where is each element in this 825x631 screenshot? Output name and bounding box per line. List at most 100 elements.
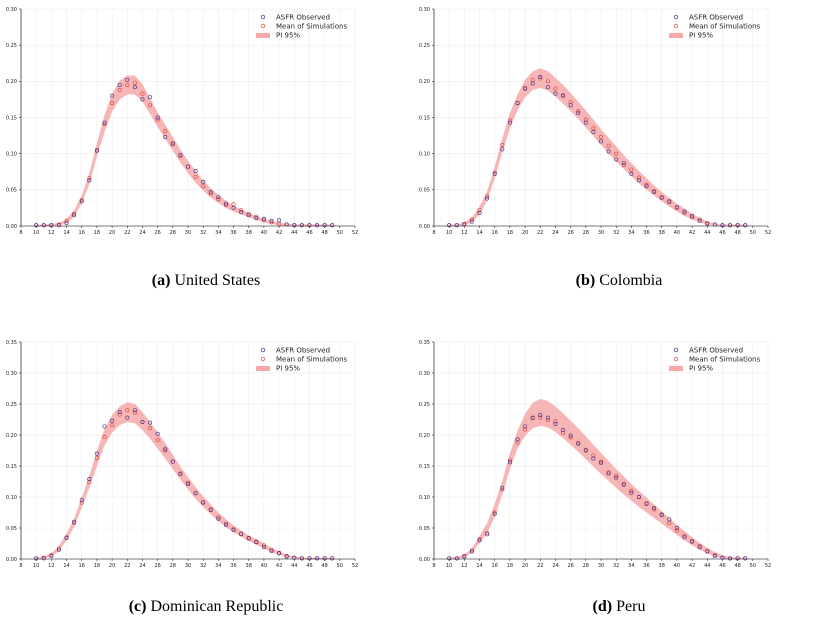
x-tick-label: 48	[321, 230, 327, 236]
x-tick-label: 28	[583, 230, 589, 236]
caption-a-title: United States	[174, 272, 261, 289]
observed-point	[322, 556, 327, 561]
x-tick-label: 52	[765, 563, 771, 569]
x-tick-label: 30	[598, 563, 604, 569]
x-tick-label: 26	[567, 230, 573, 236]
observed-point	[269, 218, 274, 223]
caption-c-title: Dominican Republic	[150, 598, 284, 615]
simulated-point	[485, 530, 490, 535]
caption-a: (a) United States	[0, 272, 412, 290]
observed-point	[454, 556, 459, 561]
observed-point	[644, 501, 649, 506]
x-tick-label: 18	[507, 563, 513, 569]
y-tick-label: 0.15	[6, 464, 17, 470]
caption-d-title: Peru	[616, 598, 646, 615]
y-tick-label: 0.25	[6, 43, 17, 49]
observed-point	[652, 190, 657, 195]
simulated-point	[132, 410, 137, 415]
simulated-point	[269, 220, 274, 225]
x-tick-label: 36	[230, 230, 236, 236]
x-tick-label: 12	[461, 563, 467, 569]
observed-point	[728, 556, 733, 561]
chart-c: 8 10 12 14 16 18 20 22 24 26 28 30 32 34 36 38 40 42 44 46 4…	[6, 340, 358, 569]
y-tick-label: 0.00	[419, 224, 430, 230]
simulated-point	[102, 434, 107, 439]
observed-point	[87, 477, 92, 482]
simulated-point	[591, 453, 596, 458]
observed-point	[690, 539, 695, 544]
legend-observed-marker	[673, 14, 679, 20]
x-tick-label: 40	[261, 230, 267, 236]
x-tick-label: 42	[689, 230, 695, 236]
observed-point	[140, 97, 145, 102]
simulated-point	[261, 543, 266, 548]
x-tick-label: 42	[276, 563, 282, 569]
x-tick-label: 14	[476, 563, 482, 569]
observed-point	[636, 495, 641, 500]
observed-point	[117, 82, 122, 87]
legend-label: Mean of Simulations	[689, 22, 761, 30]
x-tick-label: 10	[33, 230, 39, 236]
observed-point	[712, 553, 717, 558]
simulated-point	[599, 459, 604, 464]
simulated-point	[469, 548, 474, 553]
x-tick-label: 8	[432, 230, 435, 236]
simulated-point	[269, 547, 274, 552]
simulated-point	[254, 214, 259, 219]
observed-point	[568, 103, 573, 108]
caption-c-label: (c)	[128, 598, 147, 615]
x-tick-label: 8	[19, 563, 22, 569]
legend-label: PI 95%	[689, 31, 713, 39]
legend-band-swatch	[256, 366, 270, 371]
observed-point	[576, 441, 581, 446]
x-tick-label: 40	[674, 563, 680, 569]
observed-point	[492, 171, 497, 176]
observed-point	[690, 213, 695, 218]
x-tick-label: 30	[598, 230, 604, 236]
simulated-point	[223, 521, 228, 526]
observed-point	[315, 556, 320, 561]
grid	[20, 8, 356, 227]
observed-point	[132, 408, 137, 413]
x-tick-label: 34	[628, 230, 634, 236]
observed-point	[477, 210, 482, 215]
simulated-point	[261, 218, 266, 223]
caption-b-title: Colombia	[599, 272, 663, 289]
x-tick-label: 38	[246, 230, 252, 236]
observed-point	[606, 149, 611, 154]
x-tick-label: 18	[507, 230, 513, 236]
y-tick-label: 0.00	[6, 557, 17, 563]
x-tick-label: 24	[552, 230, 558, 236]
y-tick-label: 0.10	[419, 495, 430, 501]
simulated-point	[216, 515, 221, 520]
observed-point	[87, 178, 92, 183]
grid	[433, 8, 769, 227]
legend-simulated-marker	[673, 23, 679, 29]
simulated-point	[163, 129, 168, 134]
observed-point	[64, 221, 69, 226]
simulated-point	[492, 510, 497, 515]
legend-label: Mean of Simulations	[276, 22, 348, 30]
observed-point	[735, 556, 740, 561]
simulated-point	[193, 174, 198, 179]
simulated-point	[682, 533, 687, 538]
observed-point	[591, 456, 596, 461]
observed-point	[307, 223, 312, 228]
observed-point	[485, 532, 490, 537]
simulated-point	[216, 197, 221, 202]
x-tick-label: 50	[337, 230, 343, 236]
simulated-point	[239, 208, 244, 213]
observed-point	[178, 153, 183, 158]
x-tick-label: 40	[674, 230, 680, 236]
x-tick-label: 14	[63, 230, 69, 236]
observed-point	[545, 415, 550, 420]
y-tick-label: 0.30	[6, 371, 17, 377]
observed-point	[728, 223, 733, 228]
observed-point	[72, 519, 77, 524]
legend-simulated-marker	[260, 356, 266, 362]
observed-point	[682, 535, 687, 540]
y-tick-label: 0.30	[6, 7, 17, 13]
observed-point	[231, 205, 236, 210]
x-tick-label: 36	[230, 563, 236, 569]
observed-point	[743, 223, 748, 228]
